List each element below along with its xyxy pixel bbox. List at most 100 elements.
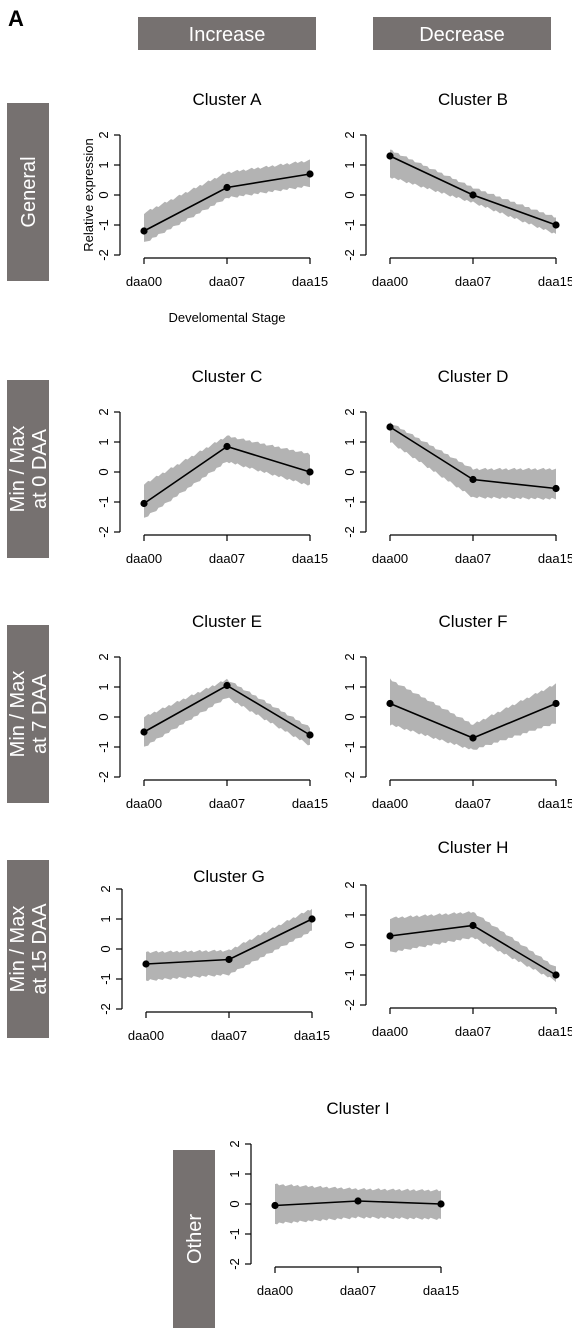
x-tick-label-4-1: daa07	[209, 796, 245, 811]
y-tick-label-4-2: 0	[96, 713, 111, 720]
data-point-6-1	[225, 956, 232, 963]
y-tick-label-1-3: -1	[342, 219, 357, 231]
increase-header-text: Increase	[189, 24, 266, 46]
x-tick-label-0-1: daa07	[209, 274, 245, 289]
y-tick-label-1-1: 1	[342, 161, 357, 168]
cluster-panel-6: Cluster G210-1-2daa00 daa07 daa15	[98, 867, 330, 1043]
x-tick-label-2-1: daa07	[209, 551, 245, 566]
row-label-text-0: General	[18, 156, 40, 227]
y-tick-label-7-3: -1	[342, 969, 357, 981]
data-point-7-2	[552, 971, 559, 978]
x-axis-title-0: Develomental Stage	[168, 310, 285, 325]
x-tick-label-5-2: daa15	[538, 796, 572, 811]
cluster-title-0: Cluster A	[193, 90, 263, 109]
y-tick-label-3-1: 1	[342, 438, 357, 445]
variability-band-3	[390, 422, 556, 500]
x-tick-label-7-1: daa07	[455, 1024, 491, 1039]
data-point-0-2	[306, 170, 313, 177]
data-point-2-0	[140, 500, 147, 507]
y-tick-label-6-2: 0	[98, 945, 113, 952]
data-point-5-0	[386, 700, 393, 707]
x-tick-label-7-2: daa15	[538, 1024, 572, 1039]
decrease-header-text: Decrease	[419, 24, 505, 46]
y-tick-label-7-4: -2	[342, 999, 357, 1011]
y-tick-label-3-2: 0	[342, 468, 357, 475]
cluster-panel-0: Cluster A210-1-2daa00 daa07 daa15Develomen…	[81, 90, 328, 325]
cluster-panel-8: Cluster I210-1-2daa00 daa07 daa15	[227, 1099, 459, 1298]
y-tick-label-4-4: -2	[96, 771, 111, 783]
row-label-text-4: Other	[184, 1214, 206, 1264]
x-tick-label-8-1: daa07	[340, 1283, 376, 1298]
x-tick-label-1-0: daa00	[372, 274, 408, 289]
y-tick-label-5-4: -2	[342, 771, 357, 783]
y-axis-title-0: Relative expression	[81, 138, 96, 251]
x-tick-label-5-1: daa07	[455, 796, 491, 811]
data-point-3-2	[552, 485, 559, 492]
cluster-panel-1: Cluster B 2 1 0 -1 -2 daa00 daa07 daa15	[342, 90, 572, 289]
y-tick-label-8-2: 0	[227, 1200, 242, 1207]
y-tick-label-6-4: -2	[98, 1003, 113, 1015]
x-tick-label-6-1: daa07	[211, 1028, 247, 1043]
y-tick-label-4-3: -1	[96, 741, 111, 753]
y-tick-label-8-4: -2	[227, 1258, 242, 1270]
data-point-5-2	[552, 700, 559, 707]
y-tick-label-2-4: -2	[96, 526, 111, 538]
x-tick-label-3-1: daa07	[455, 551, 491, 566]
x-tick-label-3-2: daa15	[538, 551, 572, 566]
cluster-title-4: Cluster E	[192, 612, 262, 631]
cluster-title-8: Cluster I	[326, 1099, 389, 1118]
y-tick-label-4-0: 2	[96, 653, 111, 660]
cluster-panel-7: Cluster H 2 1 0 -1 -2 daa00 daa07 daa15	[342, 838, 572, 1039]
y-tick-label-1-2: 0	[342, 191, 357, 198]
cluster-panel-2: Cluster C 2 1 0 -1 -2 daa00 daa07 daa15	[96, 367, 328, 566]
y-tick-label-0-4: -2	[96, 249, 111, 261]
cluster-panel-5: Cluster F 2 1 0 -1 -2 daa00 daa07 daa15	[342, 612, 572, 811]
x-tick-label-5-0: daa00	[372, 796, 408, 811]
x-tick-label-1-1: daa07	[455, 274, 491, 289]
y-tick-label-0-3: -1	[96, 219, 111, 231]
x-tick-label-4-2: daa15	[292, 796, 328, 811]
data-point-1-2	[552, 221, 559, 228]
row-label-text-1: Min / Maxat 0 DAA	[7, 426, 51, 513]
x-tick-label-2-0: daa00	[126, 551, 162, 566]
x-tick-label-8-2: daa15	[423, 1283, 459, 1298]
variability-band-6	[146, 909, 312, 981]
data-point-1-0	[386, 152, 393, 159]
data-point-8-2	[437, 1200, 444, 1207]
cluster-panel-3: Cluster D210-1-2daa00 daa07 daa15	[342, 367, 572, 566]
y-tick-label-2-3: -1	[96, 496, 111, 508]
data-point-4-2	[306, 731, 313, 738]
data-point-8-1	[354, 1197, 361, 1204]
y-tick-label-0-0: 2	[96, 131, 111, 138]
y-tick-label-5-1: 1	[342, 683, 357, 690]
y-tick-label-2-0: 2	[96, 408, 111, 415]
x-tick-label-0-0: daa00	[126, 274, 162, 289]
x-tick-label-7-0: daa00	[372, 1024, 408, 1039]
y-tick-label-7-0: 2	[342, 881, 357, 888]
data-point-3-1	[469, 476, 476, 483]
x-tick-label-8-0: daa00	[257, 1283, 293, 1298]
data-point-7-1	[469, 922, 476, 929]
y-tick-label-3-0: 2	[342, 408, 357, 415]
data-point-4-0	[140, 728, 147, 735]
data-point-5-1	[469, 734, 476, 741]
y-tick-label-5-3: -1	[342, 741, 357, 753]
y-tick-label-5-2: 0	[342, 713, 357, 720]
data-point-1-1	[469, 191, 476, 198]
y-tick-label-3-4: -2	[342, 526, 357, 538]
y-tick-label-7-1: 1	[342, 911, 357, 918]
y-tick-label-6-0: 2	[98, 885, 113, 892]
y-tick-label-7-2: 0	[342, 941, 357, 948]
x-tick-label-4-0: daa00	[126, 796, 162, 811]
y-tick-label-8-3: -1	[227, 1228, 242, 1240]
y-tick-label-8-1: 1	[227, 1170, 242, 1177]
y-tick-label-5-0: 2	[342, 653, 357, 660]
data-point-0-0	[140, 227, 147, 234]
cluster-title-5: Cluster F	[439, 612, 508, 631]
x-tick-label-2-2: daa15	[292, 551, 328, 566]
y-tick-label-6-3: -1	[98, 973, 113, 985]
data-point-7-0	[386, 932, 393, 939]
data-point-6-0	[142, 960, 149, 967]
row-label-text-3: Min / Maxat 15 DAA	[7, 903, 51, 995]
